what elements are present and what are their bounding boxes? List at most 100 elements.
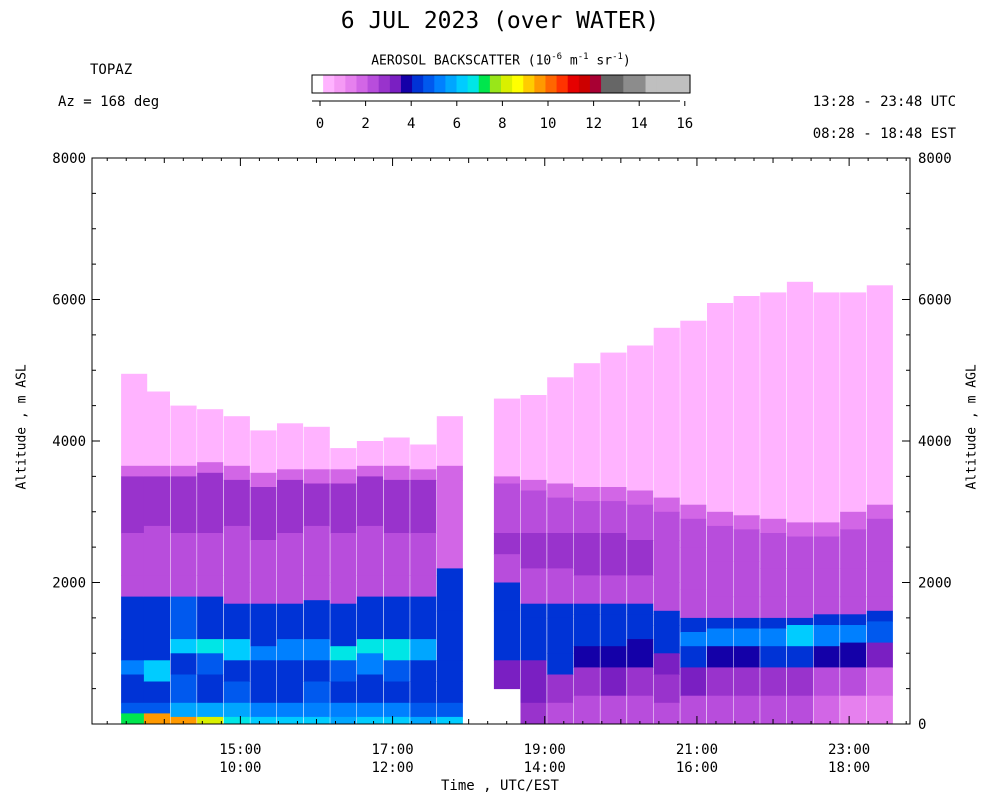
heatmap-cell bbox=[383, 716, 410, 725]
heatmap-cell bbox=[707, 596, 734, 619]
heatmap-cell bbox=[600, 487, 627, 502]
heatmap-cell bbox=[277, 423, 304, 470]
heatmap-cell bbox=[786, 617, 813, 626]
heatmap-cell bbox=[627, 575, 654, 605]
heatmap-cell bbox=[547, 533, 574, 569]
heatmap-cell bbox=[410, 575, 437, 598]
heatmap-cell bbox=[707, 695, 734, 725]
heatmap-cell bbox=[197, 596, 224, 640]
colorbar: 0 2 4 6 8 10 12 14 16 bbox=[311, 74, 693, 132]
heatmap-cell bbox=[277, 603, 304, 640]
heatmap-cell bbox=[653, 497, 680, 513]
heatmap-cell bbox=[707, 525, 734, 562]
colorbar-title-end: ) bbox=[622, 53, 631, 69]
heatmap-cell bbox=[410, 469, 437, 481]
heatmap-cell bbox=[840, 529, 867, 569]
heatmap-cell bbox=[520, 490, 547, 534]
heatmap-cell bbox=[600, 614, 627, 647]
colorbar-title-mid1: m bbox=[562, 53, 578, 69]
heatmap-cell bbox=[436, 610, 463, 661]
heatmap-cell bbox=[223, 716, 250, 725]
heatmap-cell bbox=[813, 292, 840, 523]
heatmap-cell bbox=[600, 352, 627, 488]
heatmap-cell bbox=[786, 667, 813, 697]
heatmap-cell bbox=[143, 713, 170, 725]
heatmap-cell bbox=[250, 681, 277, 704]
heatmap-cell bbox=[436, 716, 463, 725]
heatmap-cell bbox=[600, 501, 627, 534]
x-tick-label-est: 16:00 bbox=[676, 760, 718, 776]
heatmap-cell bbox=[493, 398, 520, 477]
x-axis-label: Time , UTC/EST bbox=[440, 778, 559, 794]
colorbar-swatch bbox=[589, 75, 602, 93]
heatmap-cell bbox=[520, 533, 547, 569]
heatmap-cell bbox=[547, 568, 574, 605]
heatmap-cell bbox=[277, 639, 304, 661]
colorbar-tick-label: 6 bbox=[453, 116, 461, 132]
heatmap-cell bbox=[143, 575, 170, 598]
heatmap-cell bbox=[866, 667, 893, 697]
heatmap-cell bbox=[600, 575, 627, 605]
heatmap-cell bbox=[250, 702, 277, 718]
heatmap-cell bbox=[330, 716, 357, 725]
colorbar-frame bbox=[311, 74, 691, 94]
heatmap-cell bbox=[840, 511, 867, 530]
heatmap-cell bbox=[356, 575, 383, 598]
colorbar-tick-label: 0 bbox=[316, 116, 324, 132]
colorbar-swatch bbox=[456, 75, 469, 93]
heatmap-cell bbox=[410, 596, 437, 640]
heatmap-cell bbox=[330, 483, 357, 534]
heatmap-cell bbox=[143, 391, 170, 467]
heatmap-cell bbox=[733, 296, 760, 516]
backscatter-heatmap bbox=[121, 281, 893, 725]
colorbar-swatch bbox=[412, 75, 424, 93]
heatmap-cell bbox=[303, 639, 330, 661]
colorbar-swatch bbox=[400, 75, 413, 93]
heatmap-cell bbox=[197, 674, 224, 704]
heatmap-cell bbox=[813, 536, 840, 569]
heatmap-cell bbox=[627, 540, 654, 576]
heatmap-cell bbox=[760, 596, 787, 619]
heatmap-cell bbox=[627, 667, 654, 697]
heatmap-cell bbox=[573, 695, 600, 725]
y-tick-label-left: 8000 bbox=[52, 151, 86, 167]
heatmap-cell bbox=[733, 515, 760, 530]
heatmap-cell bbox=[383, 575, 410, 598]
heatmap-cell bbox=[330, 660, 357, 682]
heatmap-cell bbox=[547, 653, 574, 675]
heatmap-cell bbox=[627, 490, 654, 506]
heatmap-cell bbox=[840, 625, 867, 644]
heatmap-cell bbox=[250, 646, 277, 661]
heatmap-cell bbox=[250, 472, 277, 488]
heatmap-cell bbox=[170, 405, 197, 467]
heatmap-cell bbox=[840, 614, 867, 626]
heatmap-cell bbox=[356, 476, 383, 527]
heatmap-cell bbox=[223, 416, 250, 467]
heatmap-cell bbox=[356, 596, 383, 640]
heatmap-cell bbox=[627, 345, 654, 491]
heatmap-cell bbox=[627, 614, 654, 640]
heatmap-cell bbox=[680, 504, 707, 520]
heatmap-cell bbox=[356, 702, 383, 718]
heatmap-cell bbox=[303, 681, 330, 704]
heatmap-cell bbox=[197, 702, 224, 718]
heatmap-cell bbox=[330, 448, 357, 470]
heatmap-cell bbox=[330, 533, 357, 583]
heatmap-cell bbox=[436, 660, 463, 682]
heatmap-cell bbox=[143, 476, 170, 527]
heatmap-cell bbox=[707, 303, 734, 513]
heatmap-cell bbox=[760, 518, 787, 534]
heatmap-cell bbox=[733, 617, 760, 629]
heatmap-cell bbox=[866, 642, 893, 668]
heatmap-cell bbox=[813, 667, 840, 697]
y-tick-label-right: 6000 bbox=[918, 293, 952, 309]
heatmap-cell bbox=[436, 479, 463, 569]
plot-axes: 8000 6000 4000 2000 8000 6000 4000 2000 0 15:00 10… bbox=[52, 151, 951, 776]
x-tick-label-est: 10:00 bbox=[219, 760, 261, 776]
heatmap-cell bbox=[383, 681, 410, 704]
colorbar-tick-label: 10 bbox=[540, 116, 557, 132]
heatmap-cell bbox=[330, 646, 357, 661]
x-tick-label-est: 14:00 bbox=[524, 760, 566, 776]
heatmap-cell bbox=[436, 465, 463, 481]
